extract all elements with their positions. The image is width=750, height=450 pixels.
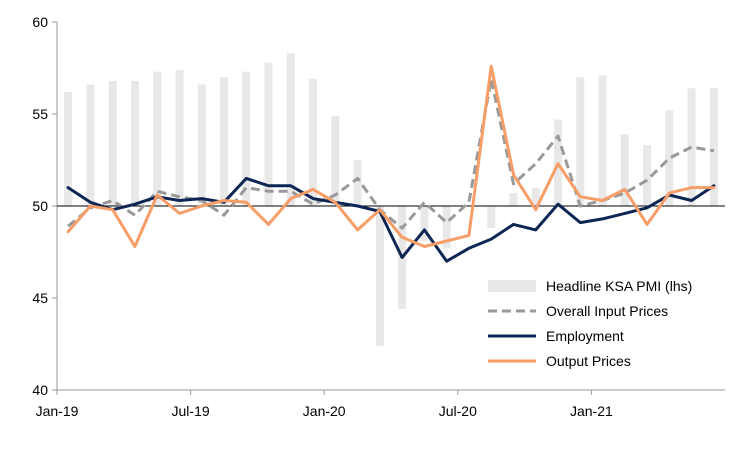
legend-label: Overall Input Prices (546, 303, 668, 319)
x-tick-label: Jan-20 (303, 403, 346, 419)
x-tick-label: Jan-19 (36, 403, 79, 419)
legend-entry: Employment (488, 328, 624, 344)
pmi-bar (420, 206, 429, 241)
pmi-bar (576, 77, 585, 206)
y-tick-labels: 40 45 50 55 60 (32, 14, 48, 398)
x-tick-label: Jul-20 (439, 403, 477, 419)
pmi-bar (264, 62, 273, 207)
y-tick-label: 45 (32, 290, 48, 306)
pmi-bar (286, 53, 295, 206)
y-tick-label: 50 (32, 198, 48, 214)
pmi-bar (130, 80, 139, 206)
legend: Headline KSA PMI (lhs) Overall Input Pric… (488, 278, 692, 369)
pmi-bar (197, 84, 206, 206)
pmi-bar (331, 115, 340, 206)
y-tick-label: 40 (32, 382, 48, 398)
pmi-bar (153, 71, 162, 207)
axes (52, 21, 725, 395)
pmi-bar (509, 193, 518, 206)
pmi-bar (64, 91, 73, 206)
legend-label: Headline KSA PMI (lhs) (546, 278, 692, 294)
x-tick-label: Jan-21 (570, 403, 613, 419)
pmi-bar (442, 206, 451, 249)
pmi-bar (108, 80, 117, 206)
pmi-bar (709, 88, 718, 206)
series-line-employment (66, 176, 716, 263)
pmi-bar (643, 145, 652, 206)
y-tick-label: 60 (32, 14, 48, 30)
pmi-bar (687, 88, 696, 206)
pmi-bar (665, 110, 674, 206)
pmi-bar (620, 134, 629, 206)
legend-label: Output Prices (546, 353, 631, 369)
legend-swatch (488, 280, 536, 292)
pmi-bar (242, 71, 251, 207)
legend-entry: Overall Input Prices (488, 303, 668, 319)
pmi-bar (86, 84, 95, 206)
pmi-bar (309, 79, 318, 206)
x-tick-label: Jul-19 (172, 403, 210, 419)
legend-label: Employment (546, 328, 624, 344)
pmi-bar (175, 69, 184, 206)
pmi-bar (487, 206, 496, 229)
series-line-output-prices (66, 64, 716, 248)
pmi-bar (598, 75, 607, 206)
legend-entry: Headline KSA PMI (lhs) (488, 278, 692, 294)
y-tick-label: 55 (32, 106, 48, 122)
line-series (66, 64, 716, 263)
pmi-bar (375, 206, 384, 346)
x-tick-labels: Jan-19 Jul-19 Jan-20 Jul-20 Jan-21 (36, 403, 613, 419)
pmi-bar (353, 160, 362, 206)
pmi-bar (531, 187, 540, 206)
pmi-bar (220, 77, 228, 206)
legend-entry: Output Prices (488, 353, 631, 369)
